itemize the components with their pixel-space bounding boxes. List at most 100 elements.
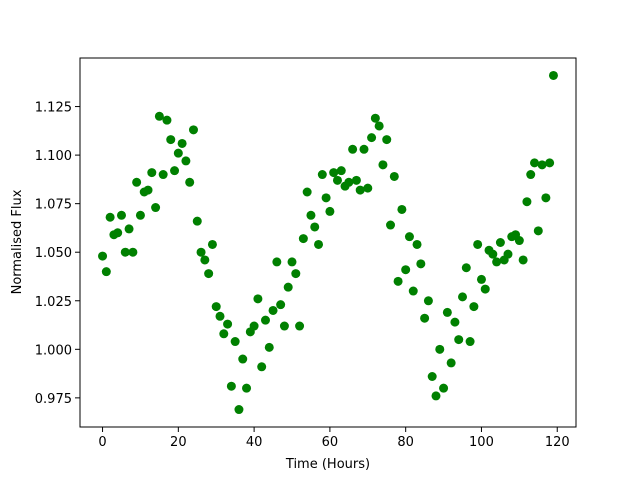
point — [344, 177, 354, 187]
point — [128, 247, 138, 257]
point — [476, 274, 486, 284]
point — [359, 144, 369, 154]
point — [473, 239, 483, 249]
y-tick-label: 1.075 — [35, 198, 72, 213]
point — [526, 170, 536, 180]
point — [192, 216, 202, 226]
point — [458, 292, 468, 302]
point — [272, 257, 282, 267]
point — [166, 135, 176, 145]
point — [207, 239, 217, 249]
point — [120, 247, 130, 257]
y-tick-label: 1.000 — [35, 343, 72, 358]
point — [503, 249, 513, 259]
point — [545, 158, 555, 168]
y-tick-label: 1.125 — [35, 101, 72, 116]
point — [260, 315, 270, 325]
point — [329, 168, 339, 178]
point — [427, 372, 437, 382]
point — [162, 115, 172, 125]
point — [170, 166, 180, 176]
y-axis-label: Normalised Flux — [10, 189, 25, 294]
point — [124, 224, 134, 234]
point — [404, 232, 414, 242]
point — [113, 228, 123, 238]
point — [223, 319, 233, 329]
point — [283, 282, 293, 292]
y-tick-label: 1.025 — [35, 295, 72, 310]
x-tick-label: 120 — [545, 435, 570, 450]
point — [314, 239, 324, 249]
point — [204, 269, 214, 279]
point — [234, 405, 244, 415]
point — [132, 177, 142, 187]
point — [446, 358, 456, 368]
point — [226, 381, 236, 391]
point — [530, 158, 540, 168]
point — [548, 70, 558, 80]
point — [469, 302, 479, 312]
point — [480, 284, 490, 294]
point — [238, 354, 248, 364]
point — [276, 300, 286, 310]
x-axis-label: Time (Hours) — [285, 457, 370, 472]
point — [416, 259, 426, 269]
point — [143, 185, 153, 195]
point — [325, 206, 335, 216]
point — [98, 251, 108, 261]
x-tick-label: 0 — [98, 435, 106, 450]
point — [116, 210, 126, 220]
point — [158, 170, 168, 180]
point — [431, 391, 441, 401]
point — [442, 307, 452, 317]
point — [147, 168, 157, 178]
point — [177, 138, 187, 148]
point — [351, 175, 361, 185]
y-tick-label: 0.975 — [35, 392, 72, 407]
point — [135, 210, 145, 220]
point — [461, 263, 471, 273]
point — [302, 187, 312, 197]
point — [196, 247, 206, 257]
point — [348, 144, 358, 154]
point — [367, 133, 377, 143]
point — [249, 321, 259, 331]
point — [230, 337, 240, 347]
point — [219, 329, 229, 339]
point — [355, 185, 365, 195]
point — [211, 302, 221, 312]
x-tick-label: 100 — [469, 435, 494, 450]
point — [253, 294, 263, 304]
point — [439, 383, 449, 393]
point — [287, 257, 297, 267]
point — [514, 236, 524, 246]
point — [397, 204, 407, 214]
point — [450, 317, 460, 327]
x-tick-label: 20 — [170, 435, 187, 450]
point — [173, 148, 183, 158]
point — [533, 226, 543, 236]
point — [374, 121, 384, 131]
point — [242, 383, 252, 393]
x-tick-label: 60 — [322, 435, 339, 450]
point — [423, 296, 433, 306]
point — [382, 135, 392, 145]
point — [151, 203, 161, 213]
point — [295, 321, 305, 331]
point — [370, 113, 380, 123]
point — [105, 212, 115, 222]
point — [408, 286, 418, 296]
point — [268, 305, 278, 315]
point — [401, 265, 411, 275]
point — [306, 210, 316, 220]
point — [264, 342, 274, 352]
point — [215, 311, 225, 321]
point — [488, 249, 498, 259]
point — [291, 269, 301, 279]
point — [181, 156, 191, 166]
point — [257, 362, 267, 372]
point — [336, 166, 346, 176]
point — [420, 313, 430, 323]
